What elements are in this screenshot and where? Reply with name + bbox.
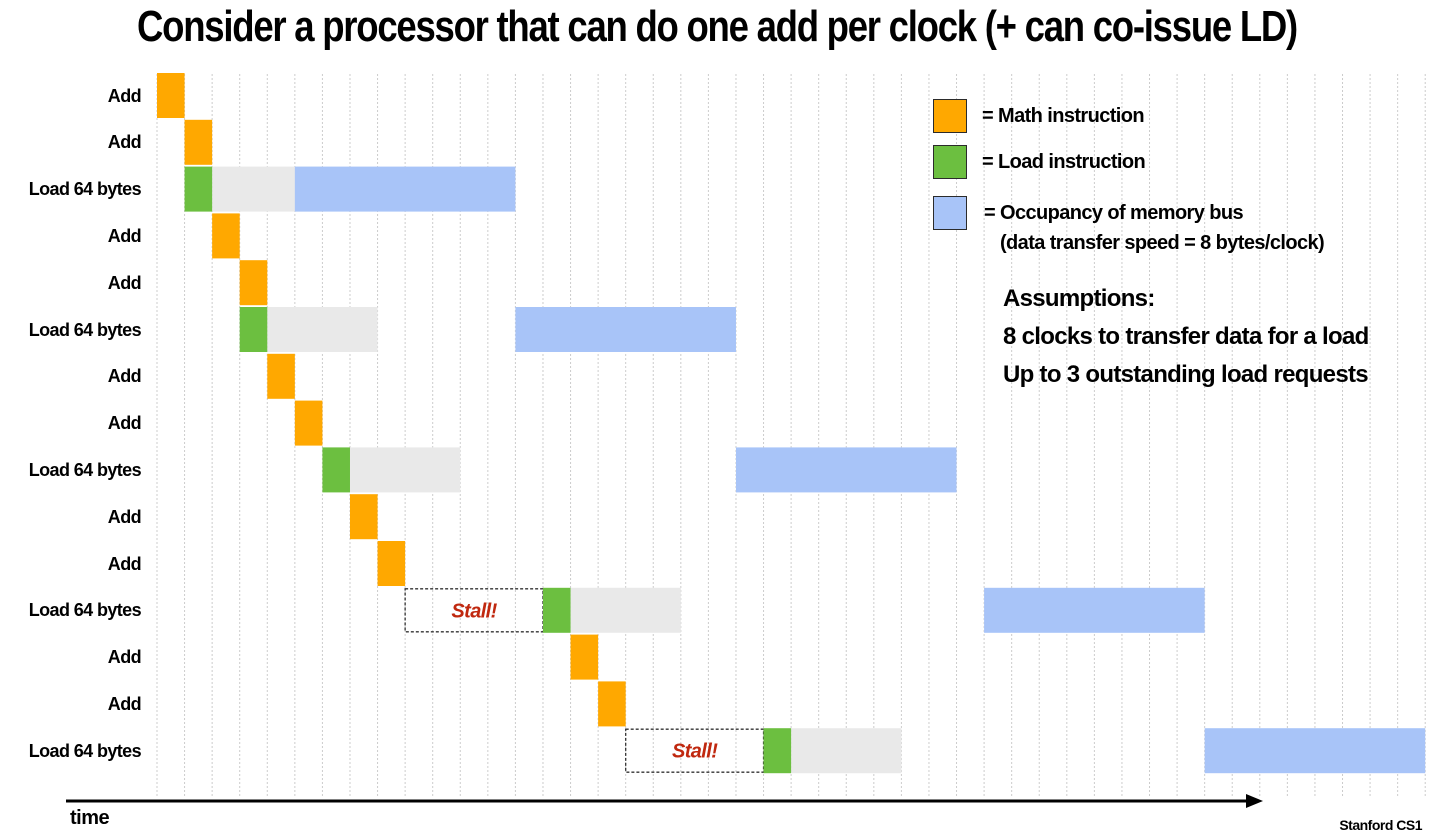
row-label-add: Add	[107, 85, 142, 106]
legend-bus-label: = Occupancy of memory bus	[984, 202, 1244, 224]
math-instruction-block	[294, 400, 323, 446]
time-axis	[66, 794, 1263, 808]
load-latency-bar	[267, 307, 378, 352]
load-instruction-block	[322, 447, 350, 493]
math-instruction-block	[349, 494, 378, 540]
row-label-add: Add	[107, 272, 142, 293]
load-instruction-block	[763, 728, 792, 774]
assumption-transfer-clocks: 8 clocks to transfer data for a load	[1003, 323, 1369, 350]
stall-label: Stall!	[672, 741, 718, 763]
math-instruction-block	[212, 213, 240, 259]
memory-bus-occupancy-bar	[984, 587, 1205, 633]
row-label-add: Add	[107, 647, 142, 668]
legend-bus-swatch	[933, 196, 967, 230]
load-latency-bar	[791, 728, 902, 774]
memory-bus-occupancy-bar	[735, 447, 957, 493]
row-label-load: Load 64 bytes	[28, 179, 142, 200]
row-label-add: Add	[107, 225, 142, 246]
memory-bus-occupancy-bar	[1204, 728, 1426, 774]
load-instruction-block	[542, 587, 571, 633]
load-latency-bar	[349, 447, 461, 493]
row-label-add: Add	[107, 366, 142, 387]
legend-math-swatch	[933, 99, 967, 133]
time-axis-label: time	[70, 807, 110, 829]
load-instruction-block	[184, 166, 213, 212]
legend-bus-sublabel: (data transfer speed = 8 bytes/clock)	[1000, 232, 1325, 254]
load-instruction-block	[239, 307, 268, 352]
row-label-add: Add	[107, 506, 142, 527]
footer-credit: Stanford CS1	[1339, 817, 1422, 833]
math-instruction-block	[184, 119, 213, 165]
math-instruction-block	[157, 73, 185, 118]
row-label-load: Load 64 bytes	[28, 600, 142, 621]
assumption-outstanding-loads: Up to 3 outstanding load requests	[1003, 361, 1369, 388]
row-label-add: Add	[107, 553, 142, 574]
math-instruction-block	[377, 541, 406, 586]
legend-math-label: = Math instruction	[982, 105, 1145, 127]
math-instruction-block	[598, 681, 626, 727]
slide-title: Consider a processor that can do one add…	[137, 2, 1298, 51]
legend-load-swatch	[933, 145, 967, 179]
legend-load-label: = Load instruction	[982, 151, 1146, 173]
time-axis-arrowhead	[1246, 794, 1263, 808]
assumptions-heading: Assumptions:	[1003, 285, 1155, 312]
row-label-load: Load 64 bytes	[28, 740, 142, 761]
memory-bus-occupancy-bar	[294, 166, 516, 212]
load-latency-bar	[570, 587, 681, 633]
row-label-add: Add	[107, 413, 142, 434]
math-instruction-block	[267, 353, 295, 399]
row-label-add: Add	[107, 132, 142, 153]
row-label-add: Add	[107, 693, 142, 714]
math-instruction-block	[570, 634, 599, 680]
stall-box	[404, 588, 544, 633]
row-label-load: Load 64 bytes	[28, 459, 142, 480]
math-instruction-block	[239, 260, 268, 306]
instruction-bars: Stall! Stall!	[157, 73, 1426, 774]
stall-label: Stall!	[451, 600, 497, 622]
memory-bus-occupancy-bar	[515, 307, 736, 352]
stall-box	[625, 728, 765, 773]
row-label-load: Load 64 bytes	[28, 319, 142, 340]
